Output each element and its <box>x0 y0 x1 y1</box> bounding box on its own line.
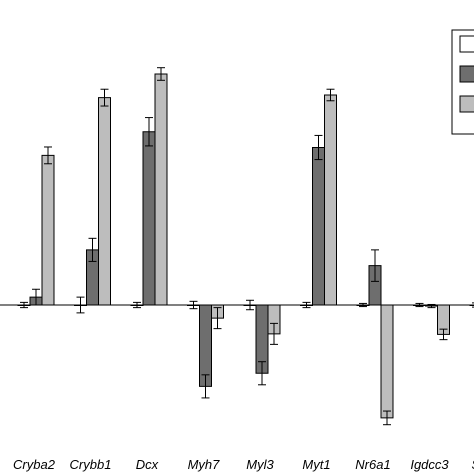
category-label: Myl3 <box>246 457 274 472</box>
bar-s3-5 <box>324 94 337 306</box>
legend-swatch-1 <box>459 35 474 53</box>
category-label: Myh7 <box>188 457 221 472</box>
category-label: Nr6a1 <box>355 457 390 472</box>
category-labels: Cryba2 Crybb1 Dcx Myh7 Myl3 Myt1 Nr6a1 Igdcc3 Sl… <box>13 457 474 472</box>
category-label: Myt1 <box>302 457 330 472</box>
bar-s3-2 <box>154 73 168 306</box>
category-label: Igdcc3 <box>410 457 449 472</box>
category-label: Slc... <box>472 457 474 472</box>
bar-s3-1 <box>98 97 111 306</box>
legend-swatch-3 <box>459 95 474 113</box>
bar-group <box>17 67 474 426</box>
bar-s2-5 <box>312 147 325 306</box>
legend <box>451 29 474 135</box>
category-label: Dcx <box>136 457 159 472</box>
bar-s2-3 <box>199 304 212 387</box>
bar-s3-0 <box>41 154 55 306</box>
legend-swatch-2 <box>459 65 474 83</box>
bar-s2-2 <box>142 131 156 306</box>
category-label: Crybb1 <box>70 457 112 472</box>
category-label: Cryba2 <box>13 457 56 472</box>
bar-s3-6 <box>380 304 394 419</box>
